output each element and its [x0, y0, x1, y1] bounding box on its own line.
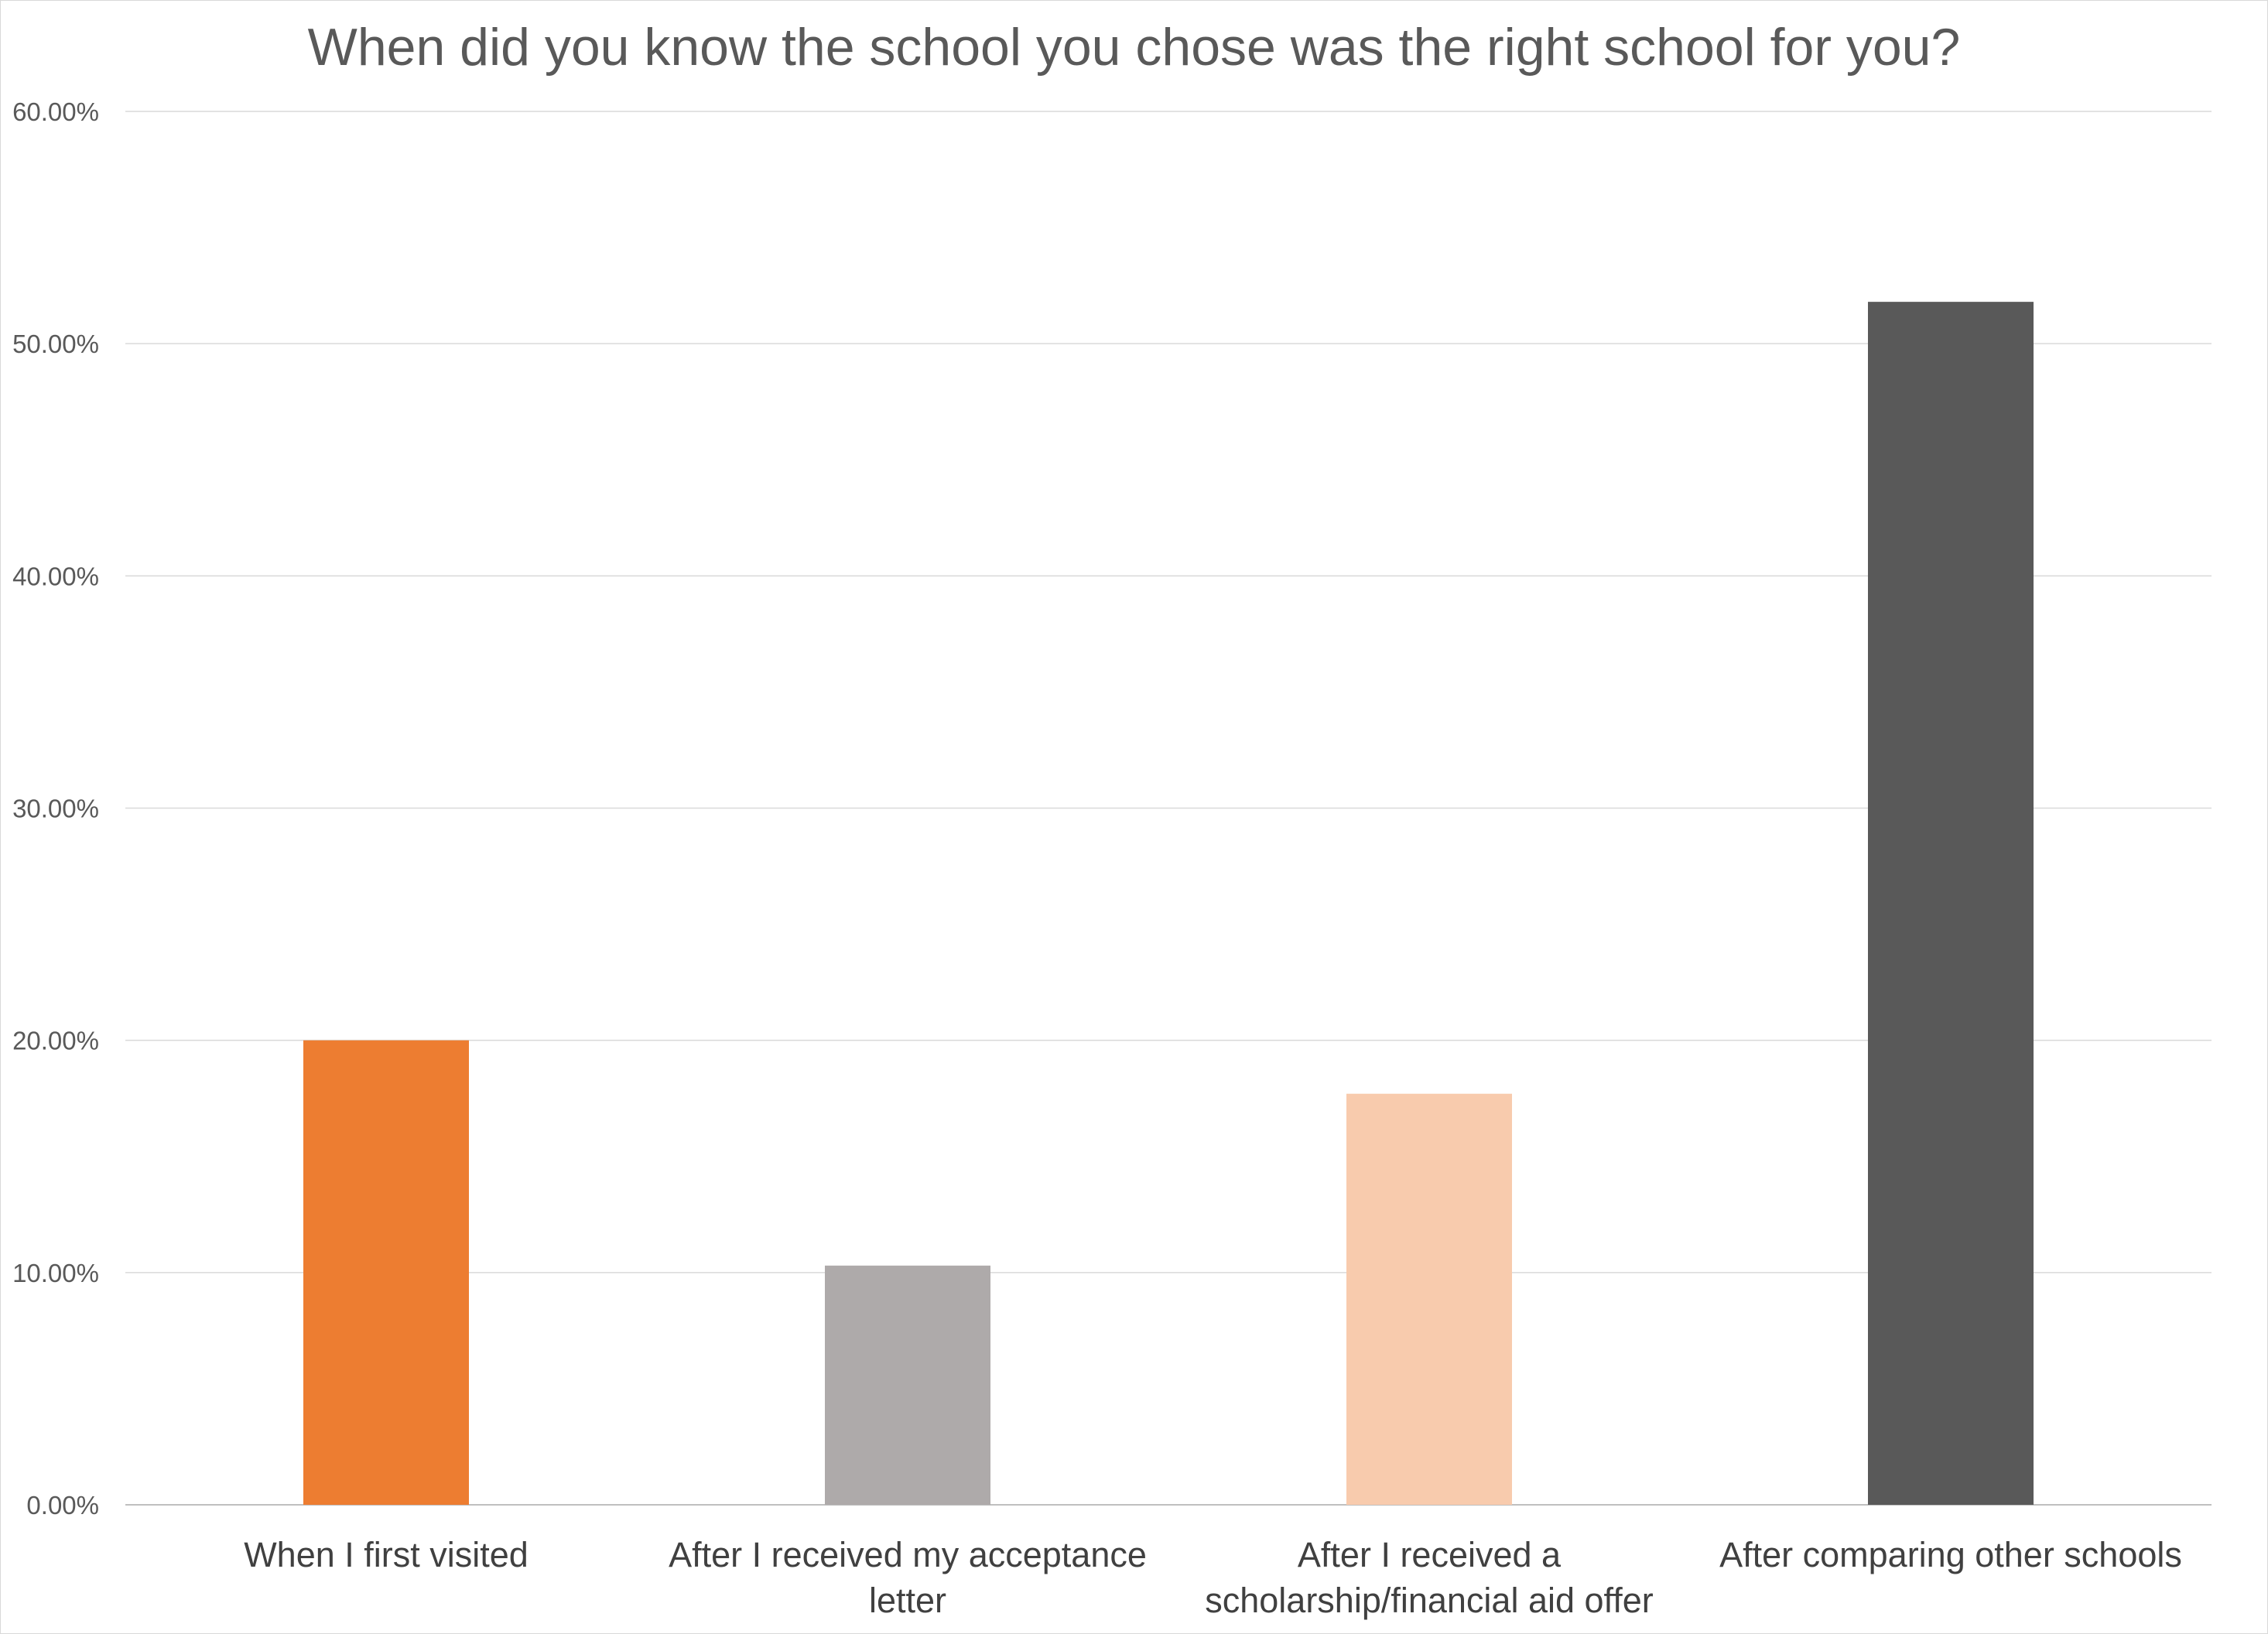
bar [1346, 1093, 1512, 1505]
bars [303, 302, 2034, 1505]
y-tick-label: 10.00% [12, 1259, 99, 1287]
y-tick-label: 60.00% [12, 97, 99, 126]
y-tick-label: 0.00% [26, 1491, 99, 1519]
bar [303, 1040, 469, 1505]
x-category-label: After I received a scholarship/financial … [1205, 1535, 1654, 1620]
y-tick-label: 20.00% [12, 1027, 99, 1055]
chart-title: When did you know the school you chose w… [307, 18, 1961, 77]
y-axis-ticks: 0.00% 10.00% 20.00% 30.00% 40.00% 50.00% 60.00… [12, 97, 99, 1519]
y-tick-label: 30.00% [12, 795, 99, 823]
x-category-label: When I first visited [244, 1535, 529, 1574]
bar [1868, 302, 2034, 1505]
x-category-label: After I received my acceptance letter [669, 1535, 1147, 1620]
y-tick-label: 40.00% [12, 562, 99, 590]
bar [825, 1265, 990, 1505]
y-tick-label: 50.00% [12, 330, 99, 358]
gridlines [125, 111, 2212, 1506]
x-category-label: After comparing other schools [1719, 1535, 2182, 1574]
x-axis-labels: When I first visited After I received my … [244, 1535, 2182, 1620]
